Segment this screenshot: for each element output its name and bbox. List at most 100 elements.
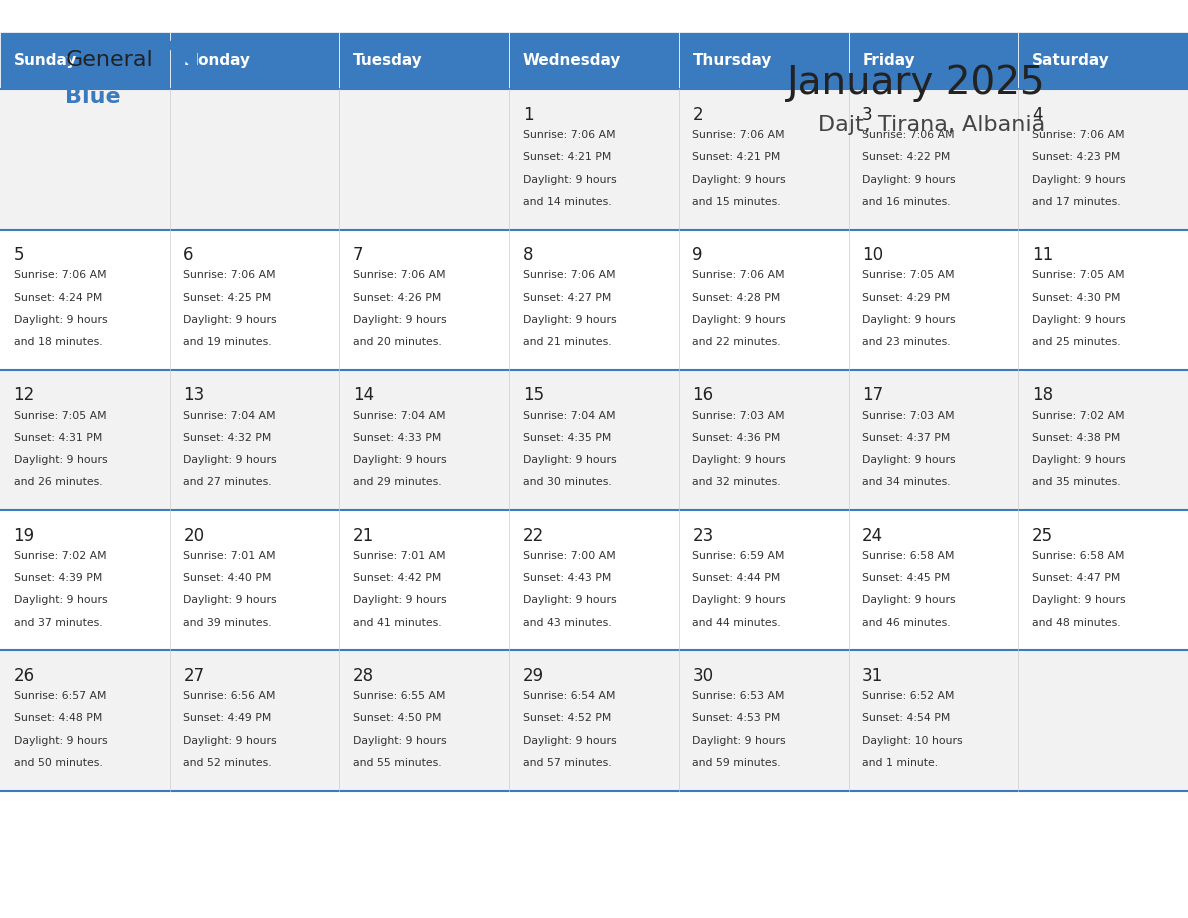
Bar (510, 510, 678, 650)
Text: and 43 minutes.: and 43 minutes. (523, 618, 612, 628)
Text: and 30 minutes.: and 30 minutes. (523, 477, 612, 487)
Text: 14: 14 (353, 386, 374, 404)
Bar (678, 230, 848, 370)
Text: Sunset: 4:43 PM: Sunset: 4:43 PM (523, 573, 611, 583)
Bar (0, 230, 170, 370)
Text: Sunrise: 7:06 AM: Sunrise: 7:06 AM (862, 130, 955, 140)
Text: and 14 minutes.: and 14 minutes. (523, 197, 612, 207)
Text: Sunrise: 7:06 AM: Sunrise: 7:06 AM (693, 270, 785, 280)
Text: Sunset: 4:42 PM: Sunset: 4:42 PM (353, 573, 442, 583)
Text: Sunset: 4:22 PM: Sunset: 4:22 PM (862, 152, 950, 162)
Text: and 37 minutes.: and 37 minutes. (13, 618, 102, 628)
Text: Sunrise: 7:02 AM: Sunrise: 7:02 AM (1032, 410, 1125, 420)
Text: and 25 minutes.: and 25 minutes. (1032, 337, 1120, 347)
Bar (678, 89, 848, 230)
Text: Sunset: 4:26 PM: Sunset: 4:26 PM (353, 293, 442, 303)
Text: Sunrise: 6:59 AM: Sunrise: 6:59 AM (693, 551, 785, 561)
Bar (170, 230, 340, 370)
Text: and 19 minutes.: and 19 minutes. (183, 337, 272, 347)
Bar (1018, 32, 1188, 89)
Text: Blue: Blue (65, 87, 121, 107)
Bar (510, 32, 678, 89)
Text: 12: 12 (13, 386, 34, 404)
Bar (0, 32, 170, 89)
Text: and 15 minutes.: and 15 minutes. (693, 197, 781, 207)
Text: Sunrise: 7:04 AM: Sunrise: 7:04 AM (183, 410, 276, 420)
Text: January 2025: January 2025 (786, 64, 1045, 102)
Text: Sunset: 4:25 PM: Sunset: 4:25 PM (183, 293, 272, 303)
Text: Sunrise: 7:04 AM: Sunrise: 7:04 AM (353, 410, 446, 420)
Text: Sunrise: 6:54 AM: Sunrise: 6:54 AM (523, 691, 615, 701)
Text: and 20 minutes.: and 20 minutes. (353, 337, 442, 347)
Bar (1018, 650, 1188, 790)
Text: and 29 minutes.: and 29 minutes. (353, 477, 442, 487)
Text: Sunrise: 6:53 AM: Sunrise: 6:53 AM (693, 691, 785, 701)
Text: Daylight: 9 hours: Daylight: 9 hours (523, 455, 617, 465)
Text: Sunset: 4:31 PM: Sunset: 4:31 PM (13, 433, 102, 442)
Text: 1: 1 (523, 106, 533, 124)
Text: Daylight: 9 hours: Daylight: 9 hours (183, 315, 277, 325)
Text: Friday: Friday (862, 53, 915, 68)
Text: Sunset: 4:44 PM: Sunset: 4:44 PM (693, 573, 781, 583)
Text: 21: 21 (353, 527, 374, 544)
Text: and 26 minutes.: and 26 minutes. (13, 477, 102, 487)
Text: Saturday: Saturday (1032, 53, 1110, 68)
Text: Monday: Monday (183, 53, 251, 68)
Text: 29: 29 (523, 666, 544, 685)
Text: 28: 28 (353, 666, 374, 685)
Text: and 22 minutes.: and 22 minutes. (693, 337, 781, 347)
Text: and 17 minutes.: and 17 minutes. (1032, 197, 1120, 207)
Text: Sunrise: 6:52 AM: Sunrise: 6:52 AM (862, 691, 955, 701)
Text: Sunrise: 7:01 AM: Sunrise: 7:01 AM (183, 551, 276, 561)
Text: Sunset: 4:52 PM: Sunset: 4:52 PM (523, 713, 611, 723)
Text: and 55 minutes.: and 55 minutes. (353, 758, 442, 768)
Bar (510, 89, 678, 230)
Text: Sunrise: 7:06 AM: Sunrise: 7:06 AM (523, 270, 615, 280)
Text: 22: 22 (523, 527, 544, 544)
Text: Sunset: 4:24 PM: Sunset: 4:24 PM (13, 293, 102, 303)
Text: Sunset: 4:32 PM: Sunset: 4:32 PM (183, 433, 272, 442)
Text: Sunset: 4:39 PM: Sunset: 4:39 PM (13, 573, 102, 583)
Text: 10: 10 (862, 246, 883, 264)
Text: Daylight: 9 hours: Daylight: 9 hours (693, 315, 786, 325)
Text: and 34 minutes.: and 34 minutes. (862, 477, 950, 487)
Text: Sunrise: 6:58 AM: Sunrise: 6:58 AM (1032, 551, 1124, 561)
Text: and 52 minutes.: and 52 minutes. (183, 758, 272, 768)
Text: General: General (65, 50, 153, 71)
Bar (848, 650, 1018, 790)
Text: and 18 minutes.: and 18 minutes. (13, 337, 102, 347)
Bar (340, 89, 510, 230)
Text: and 32 minutes.: and 32 minutes. (693, 477, 781, 487)
Bar (848, 32, 1018, 89)
Text: and 39 minutes.: and 39 minutes. (183, 618, 272, 628)
Bar (848, 230, 1018, 370)
Text: 30: 30 (693, 666, 714, 685)
Text: Sunrise: 7:06 AM: Sunrise: 7:06 AM (13, 270, 106, 280)
Bar (848, 510, 1018, 650)
Text: Sunday: Sunday (13, 53, 77, 68)
Text: Daylight: 9 hours: Daylight: 9 hours (862, 596, 956, 606)
Bar (170, 89, 340, 230)
Text: Daylight: 9 hours: Daylight: 9 hours (183, 735, 277, 745)
Text: Tuesday: Tuesday (353, 53, 423, 68)
Bar (678, 650, 848, 790)
Text: Sunset: 4:37 PM: Sunset: 4:37 PM (862, 433, 950, 442)
Text: 24: 24 (862, 527, 883, 544)
Bar (340, 370, 510, 510)
Text: and 50 minutes.: and 50 minutes. (13, 758, 102, 768)
Text: Sunrise: 7:05 AM: Sunrise: 7:05 AM (13, 410, 106, 420)
Bar (678, 32, 848, 89)
Text: Daylight: 9 hours: Daylight: 9 hours (1032, 455, 1125, 465)
Bar (170, 510, 340, 650)
Bar (848, 89, 1018, 230)
Text: Sunset: 4:38 PM: Sunset: 4:38 PM (1032, 433, 1120, 442)
Text: Dajt, Tirana, Albania: Dajt, Tirana, Albania (819, 115, 1045, 135)
Text: Daylight: 9 hours: Daylight: 9 hours (523, 315, 617, 325)
Text: and 44 minutes.: and 44 minutes. (693, 618, 781, 628)
Text: 5: 5 (13, 246, 24, 264)
Text: and 21 minutes.: and 21 minutes. (523, 337, 612, 347)
Text: Sunrise: 6:55 AM: Sunrise: 6:55 AM (353, 691, 446, 701)
Text: Daylight: 9 hours: Daylight: 9 hours (523, 174, 617, 185)
Bar (848, 370, 1018, 510)
Text: Daylight: 9 hours: Daylight: 9 hours (693, 174, 786, 185)
